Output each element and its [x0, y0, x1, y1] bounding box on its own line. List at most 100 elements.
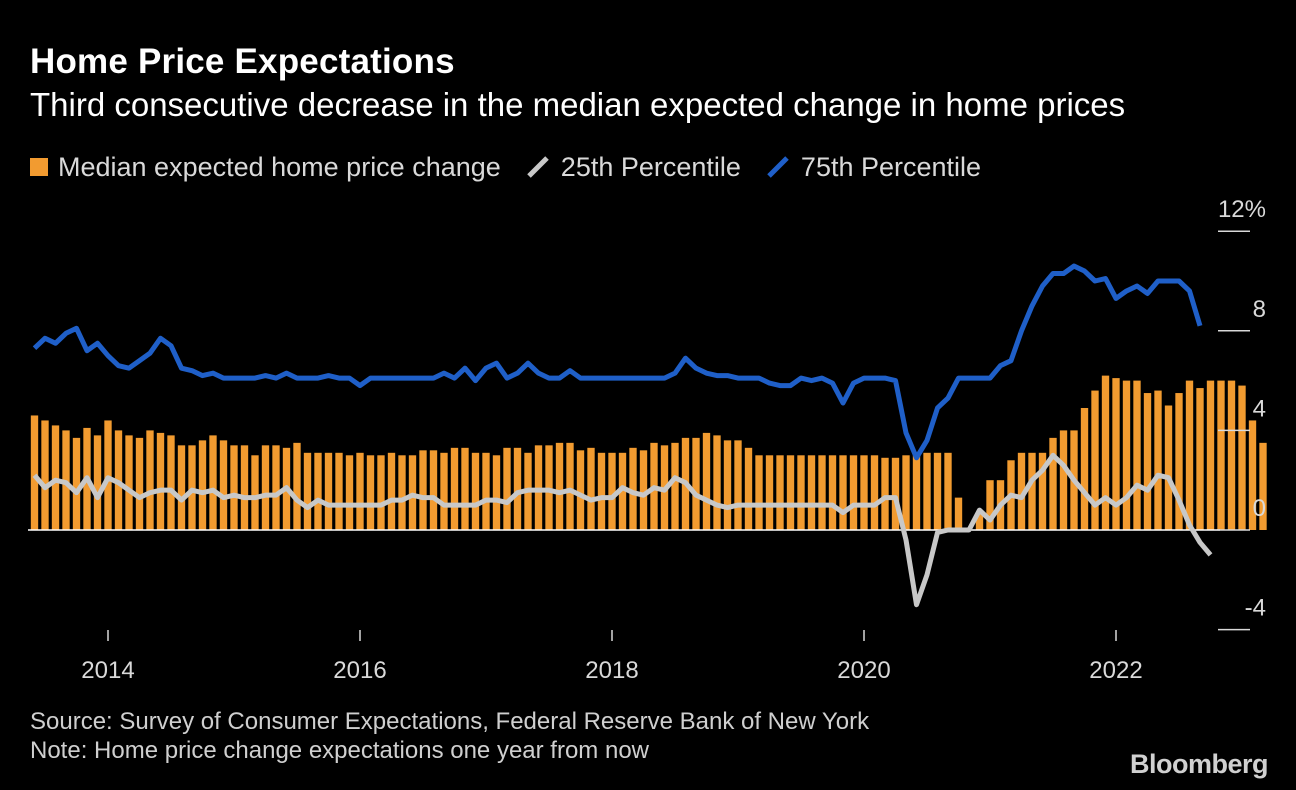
legend-label-p75: 75th Percentile [800, 151, 982, 182]
median-bar [345, 455, 354, 530]
median-bar [1248, 420, 1257, 530]
median-bar [440, 452, 448, 530]
median-bar [177, 445, 186, 530]
legend-swatch-p25 [527, 156, 549, 178]
median-bar [639, 450, 648, 530]
median-bar [597, 452, 606, 530]
median-bar [954, 497, 963, 530]
median-bar [818, 455, 826, 530]
median-bar [975, 512, 984, 530]
x-axis: 2014 2016 2018 2020 2022 [81, 630, 1143, 684]
median-bar [933, 452, 942, 530]
median-bar [713, 435, 721, 530]
median-bar [566, 442, 574, 530]
median-bar [303, 452, 312, 530]
median-bar [1122, 380, 1131, 530]
median-bar [734, 440, 742, 530]
y-tick-label: 12% [1218, 196, 1266, 223]
bloomberg-logo: Bloomberg [1129, 749, 1269, 779]
median-bar [125, 435, 133, 530]
legend-item-p25: 25th Percentile [525, 152, 741, 183]
median-bar [324, 452, 333, 530]
median-bar [608, 452, 616, 530]
median-bar [797, 455, 805, 530]
median-bar [839, 455, 847, 530]
median-bar [482, 452, 490, 530]
median-bar [419, 450, 427, 530]
footnote: Note: Home price change expectations one… [30, 737, 649, 764]
median-bar [503, 447, 511, 530]
series-line-p75 [32, 263, 1203, 461]
median-bar [1196, 388, 1204, 530]
median-bar [986, 480, 994, 530]
y-axis: 12% 8 4 0 -4 [1218, 196, 1266, 631]
source-note: Source: Survey of Consumer Expectations,… [30, 708, 870, 735]
chart-subtitle: Third consecutive decrease in the median… [30, 86, 1126, 123]
legend-item-median: Median expected home price change [30, 152, 501, 183]
median-bar [618, 452, 627, 530]
median-bar [30, 415, 39, 530]
median-bar [902, 455, 910, 530]
median-bar [786, 455, 795, 530]
median-bar [776, 455, 784, 530]
median-bar [1164, 405, 1173, 530]
median-bar [723, 440, 732, 530]
median-bar [219, 440, 228, 530]
median-bar [807, 455, 816, 530]
median-bar [1143, 393, 1152, 530]
series-line-p25 [32, 452, 1213, 608]
median-bar [1101, 375, 1110, 530]
median-bar [230, 445, 238, 530]
median-bar [1133, 380, 1141, 530]
median-bar [1154, 390, 1162, 530]
median-bar [471, 452, 480, 530]
chart-legend: Median expected home price change 25th P… [30, 150, 1005, 184]
median-bar [923, 452, 931, 530]
median-bar [755, 455, 763, 530]
median-bar [513, 447, 522, 530]
median-bar [849, 455, 858, 530]
legend-item-p75: 75th Percentile [765, 152, 981, 183]
median-bar [429, 450, 438, 530]
median-bar [366, 455, 375, 530]
median-bar [828, 455, 837, 530]
median-bar [1112, 378, 1120, 530]
median-bar [576, 450, 585, 530]
x-tick-label: 2016 [333, 657, 386, 684]
median-bar [860, 455, 868, 530]
median-bar [1238, 385, 1246, 530]
median-bar [629, 447, 637, 530]
median-bar [135, 437, 144, 530]
legend-swatch-p75 [767, 156, 789, 178]
median-bar [555, 442, 564, 530]
median-bar [293, 442, 301, 530]
median-bar [93, 435, 102, 530]
median-bar [251, 455, 259, 530]
chart-title: Home Price Expectations [30, 42, 455, 81]
legend-swatch-median [30, 158, 48, 176]
x-tick-label: 2014 [81, 657, 134, 684]
x-tick-label: 2018 [585, 657, 638, 684]
median-bar [146, 430, 154, 530]
median-bar [492, 455, 501, 530]
median-bar [398, 455, 406, 530]
y-tick-label: 8 [1253, 296, 1266, 323]
y-tick-label: -4 [1245, 595, 1266, 622]
median-bar [587, 447, 595, 530]
legend-label-p25: 25th Percentile [560, 151, 741, 182]
median-bar [1049, 437, 1057, 530]
median-bar [1028, 452, 1036, 530]
median-bar [1259, 442, 1267, 530]
median-bar [671, 442, 679, 530]
median-bar [881, 457, 889, 530]
median-bar [1217, 380, 1225, 530]
median-bar [41, 420, 49, 530]
median-bar [1206, 380, 1215, 530]
median-bar [891, 457, 900, 530]
median-bar [461, 447, 469, 530]
median-bar [335, 452, 343, 530]
median-bar [1185, 380, 1194, 530]
median-bar [1038, 452, 1047, 530]
median-bar [1091, 390, 1099, 530]
median-bar [198, 440, 207, 530]
